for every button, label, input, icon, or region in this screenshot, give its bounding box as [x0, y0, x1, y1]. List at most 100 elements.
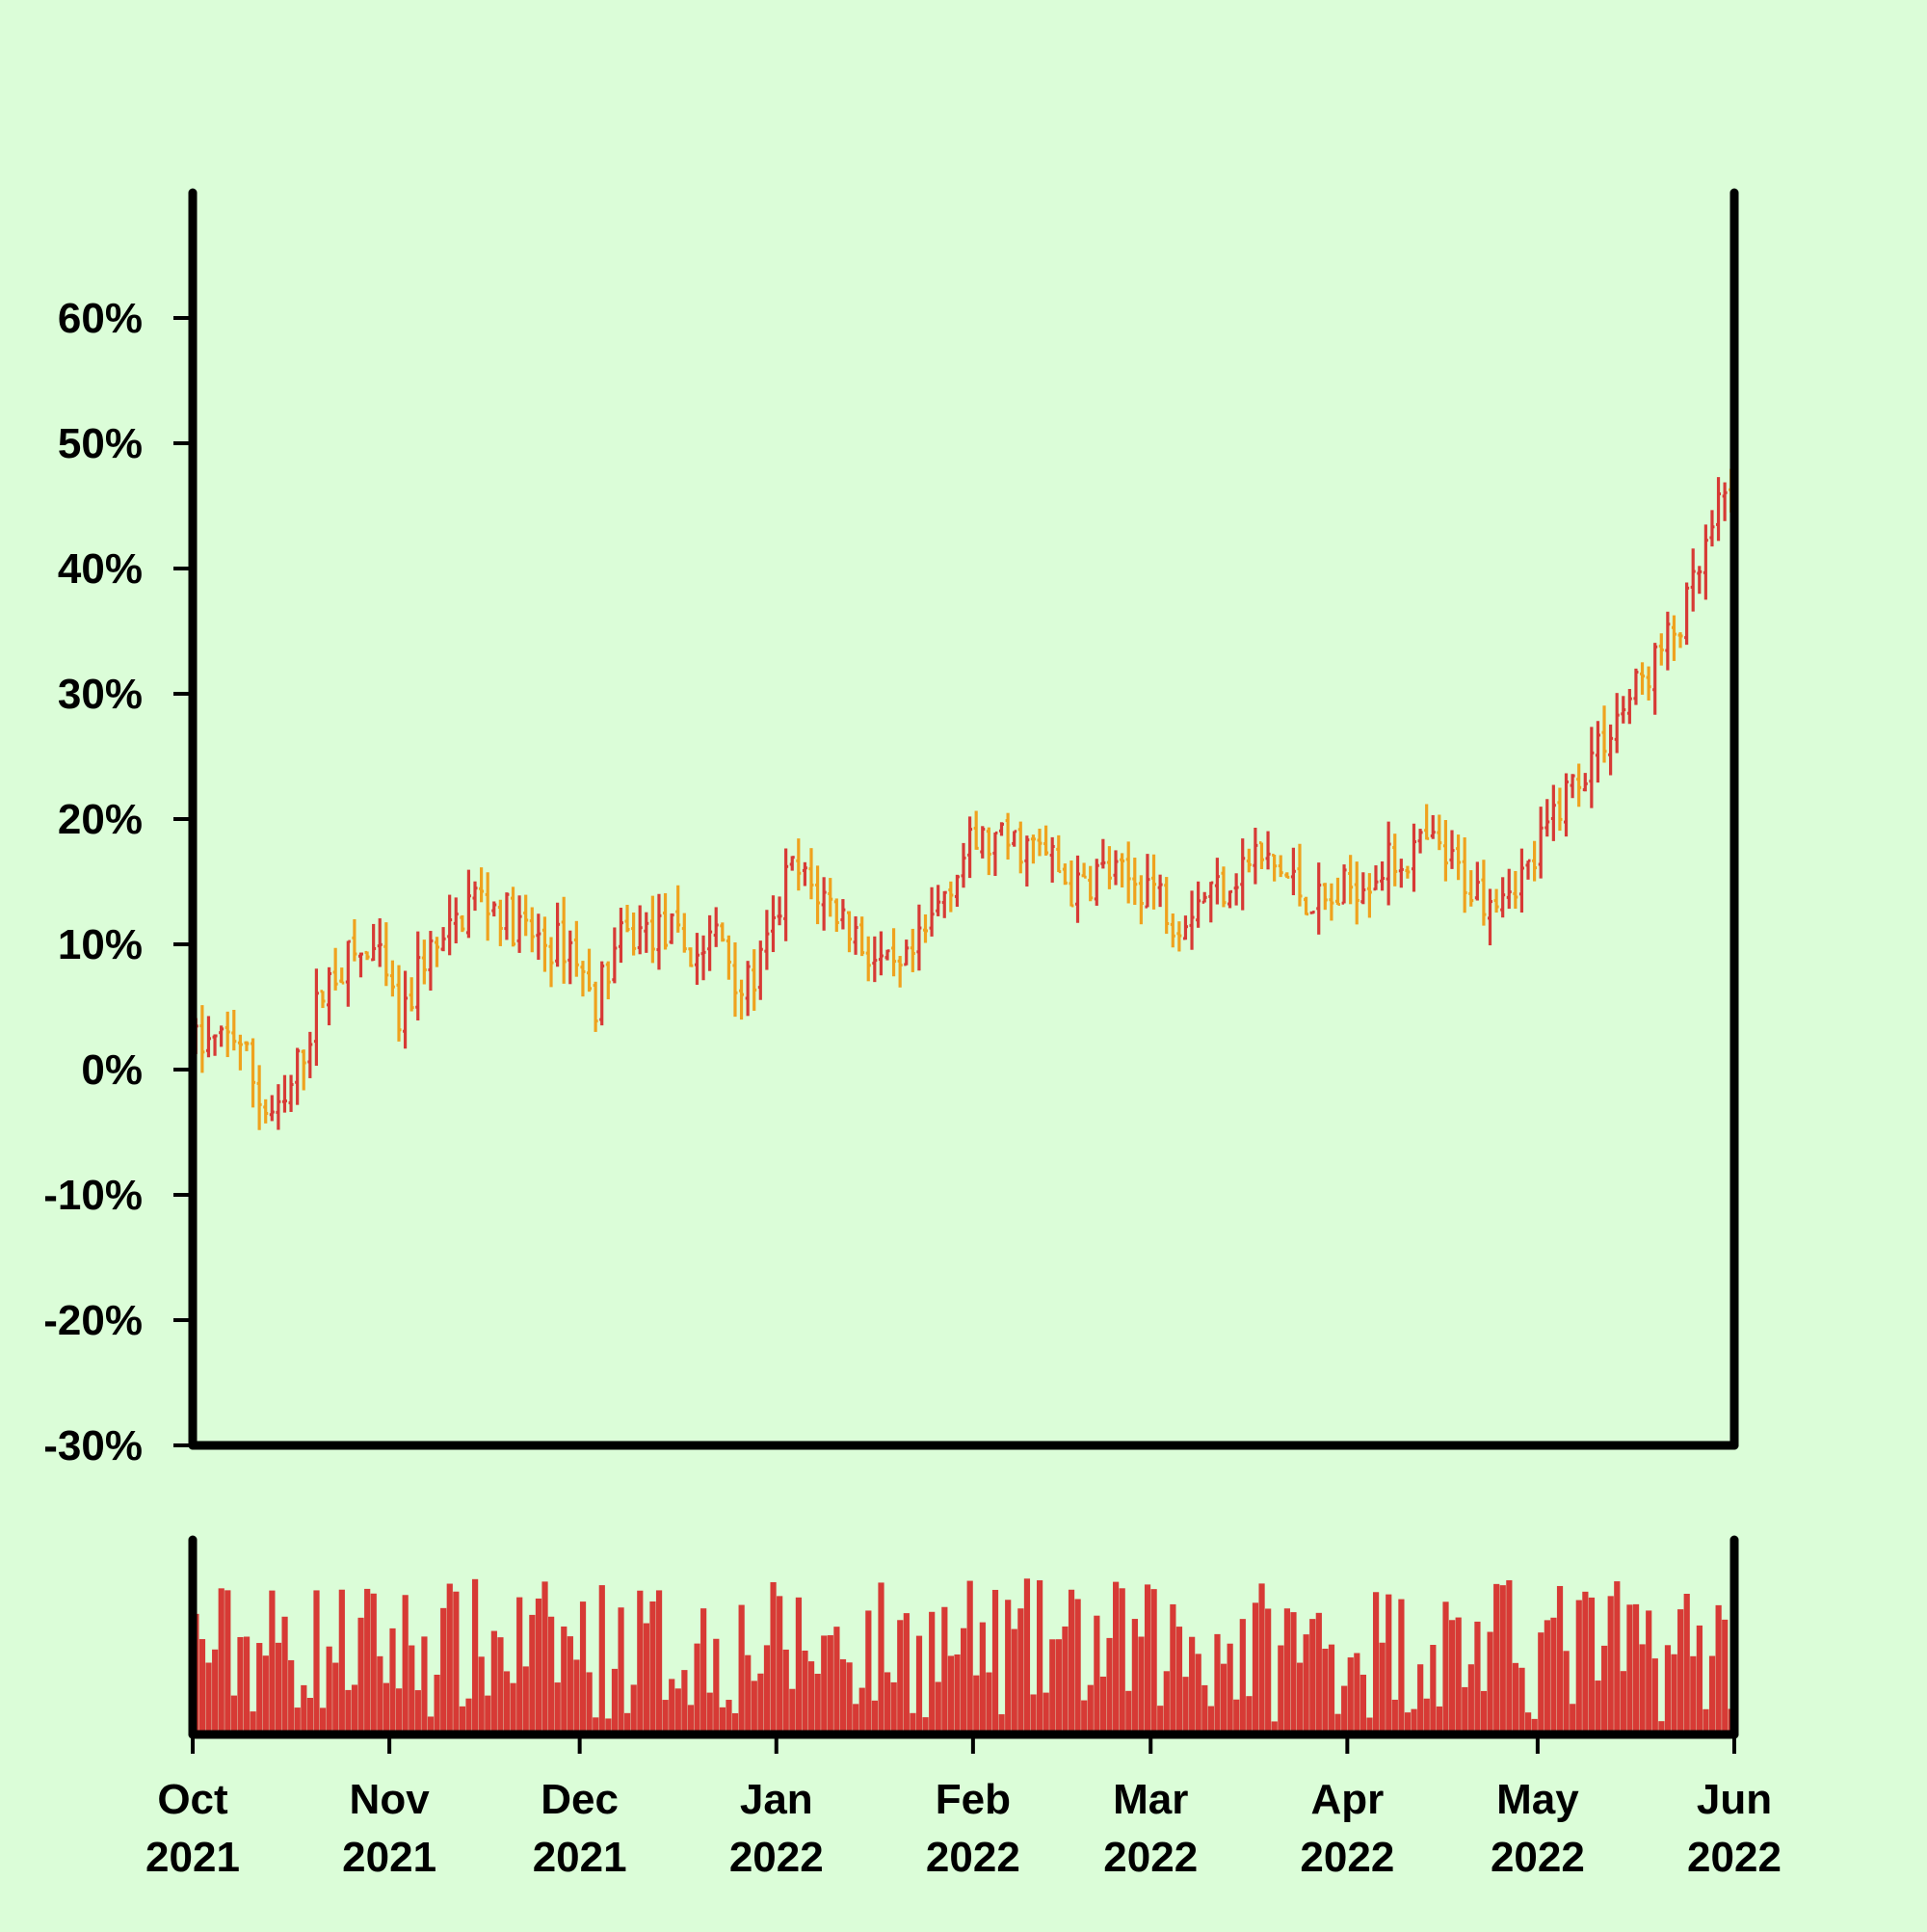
ohlc-bar	[1341, 864, 1347, 905]
volume-bar	[1462, 1686, 1468, 1734]
volume-bar	[313, 1590, 320, 1734]
ohlc-bar	[1550, 784, 1556, 841]
volume-bar	[1480, 1690, 1488, 1734]
volume-bar	[1683, 1593, 1690, 1734]
ohlc-bar	[770, 895, 776, 953]
volume-bar	[1570, 1704, 1576, 1734]
ohlc-bar	[752, 949, 757, 1011]
ohlc-bar	[237, 1034, 243, 1071]
ohlc-bar	[1518, 848, 1524, 913]
volume-bar	[897, 1620, 904, 1734]
volume-bar	[414, 1690, 421, 1734]
ohlc-bar	[1214, 858, 1220, 905]
ohlc-bar	[453, 897, 459, 944]
ohlc-bar	[497, 899, 503, 946]
ohlc-bar	[219, 1025, 224, 1047]
volume-bar	[478, 1656, 485, 1734]
ohlc-bar	[1373, 865, 1379, 891]
volume-bar	[1347, 1657, 1354, 1734]
ohlc-bar	[1132, 858, 1138, 906]
ohlc-bar	[1182, 915, 1188, 940]
volume-bar	[611, 1668, 619, 1734]
ohlc-bar	[980, 826, 986, 859]
ohlc-bar	[1354, 861, 1359, 925]
ohlc-bar	[757, 940, 763, 1000]
ohlc-bar	[434, 937, 439, 967]
volume-bar	[1398, 1599, 1405, 1734]
ohlc-bar	[783, 848, 789, 941]
volume-bar	[1252, 1602, 1259, 1734]
volume-bar	[1703, 1708, 1709, 1734]
ohlc-bar	[224, 1011, 230, 1058]
volume-bar	[1423, 1698, 1430, 1734]
ohlc-bar	[828, 878, 833, 917]
volume-bar	[598, 1585, 605, 1734]
ohlc-bar	[1716, 477, 1722, 542]
volume-bar	[535, 1598, 542, 1734]
ohlc-bar	[1201, 891, 1207, 904]
volume-bar	[922, 1717, 929, 1734]
volume-bar	[1614, 1581, 1621, 1734]
volume-bar	[979, 1622, 986, 1734]
volume-bar	[465, 1698, 472, 1734]
volume-bar	[554, 1682, 561, 1734]
ohlc-bar	[688, 947, 694, 967]
ohlc-bar	[205, 1016, 211, 1058]
ohlc-bar	[371, 923, 377, 962]
volume-bar	[1074, 1599, 1081, 1734]
volume-bars	[193, 1578, 1734, 1734]
ohlc-bar	[251, 1038, 256, 1108]
ohlc-bar	[288, 1074, 294, 1112]
ohlc-bar	[1658, 633, 1664, 666]
volume-bar	[212, 1649, 219, 1734]
volume-bar	[1690, 1655, 1697, 1734]
ohlc-bar	[1665, 611, 1671, 671]
volume-bar	[1430, 1645, 1437, 1734]
ohlc-bar	[1081, 862, 1087, 879]
volume-bar	[1328, 1644, 1335, 1734]
ohlc-bar	[573, 920, 579, 977]
volume-bar	[624, 1712, 631, 1734]
volume-bar	[973, 1675, 980, 1734]
volume-bar	[871, 1700, 879, 1734]
volume-bar	[485, 1695, 491, 1734]
volume-bar	[275, 1642, 282, 1734]
ohlc-bar	[739, 979, 745, 1020]
price-bars	[193, 468, 1734, 1130]
ohlc-bar	[961, 842, 966, 888]
volume-bar	[1334, 1713, 1341, 1734]
ohlc-bar	[1589, 727, 1595, 808]
volume-bar	[643, 1623, 649, 1734]
ohlc-bar	[1069, 860, 1074, 908]
volume-bar	[205, 1662, 212, 1734]
volume-bar	[878, 1582, 884, 1734]
ohlc-bar	[1297, 843, 1303, 907]
ohlc-bar	[295, 1047, 301, 1105]
volume-bar	[541, 1581, 548, 1734]
volume-bar	[991, 1589, 999, 1734]
volume-bar	[1030, 1694, 1037, 1734]
ohlc-bar	[1037, 828, 1043, 857]
volume-bar	[1411, 1708, 1417, 1734]
ohlc-bar	[1500, 877, 1506, 918]
volume-bar	[1518, 1667, 1525, 1734]
ohlc-bar	[357, 952, 363, 978]
volume-bar	[1588, 1597, 1596, 1734]
ohlc-bar	[256, 1065, 262, 1130]
volume-bar	[1189, 1636, 1196, 1734]
volume-bar	[726, 1700, 732, 1734]
ohlc-bar	[548, 937, 554, 988]
volume-bar	[618, 1607, 624, 1734]
volume-bar	[288, 1659, 295, 1734]
y-tick-label: -20%	[43, 1297, 143, 1344]
y-tick-label: -10%	[43, 1172, 143, 1219]
ohlc-bar	[377, 918, 383, 967]
ohlc-bar	[1722, 482, 1728, 521]
ohlc-bar	[1176, 921, 1182, 952]
volume-bar	[947, 1655, 955, 1734]
volume-bar	[1506, 1579, 1513, 1734]
ohlc-bar	[1208, 881, 1214, 923]
volume-bar	[802, 1650, 808, 1734]
ohlc-bar	[821, 877, 827, 931]
